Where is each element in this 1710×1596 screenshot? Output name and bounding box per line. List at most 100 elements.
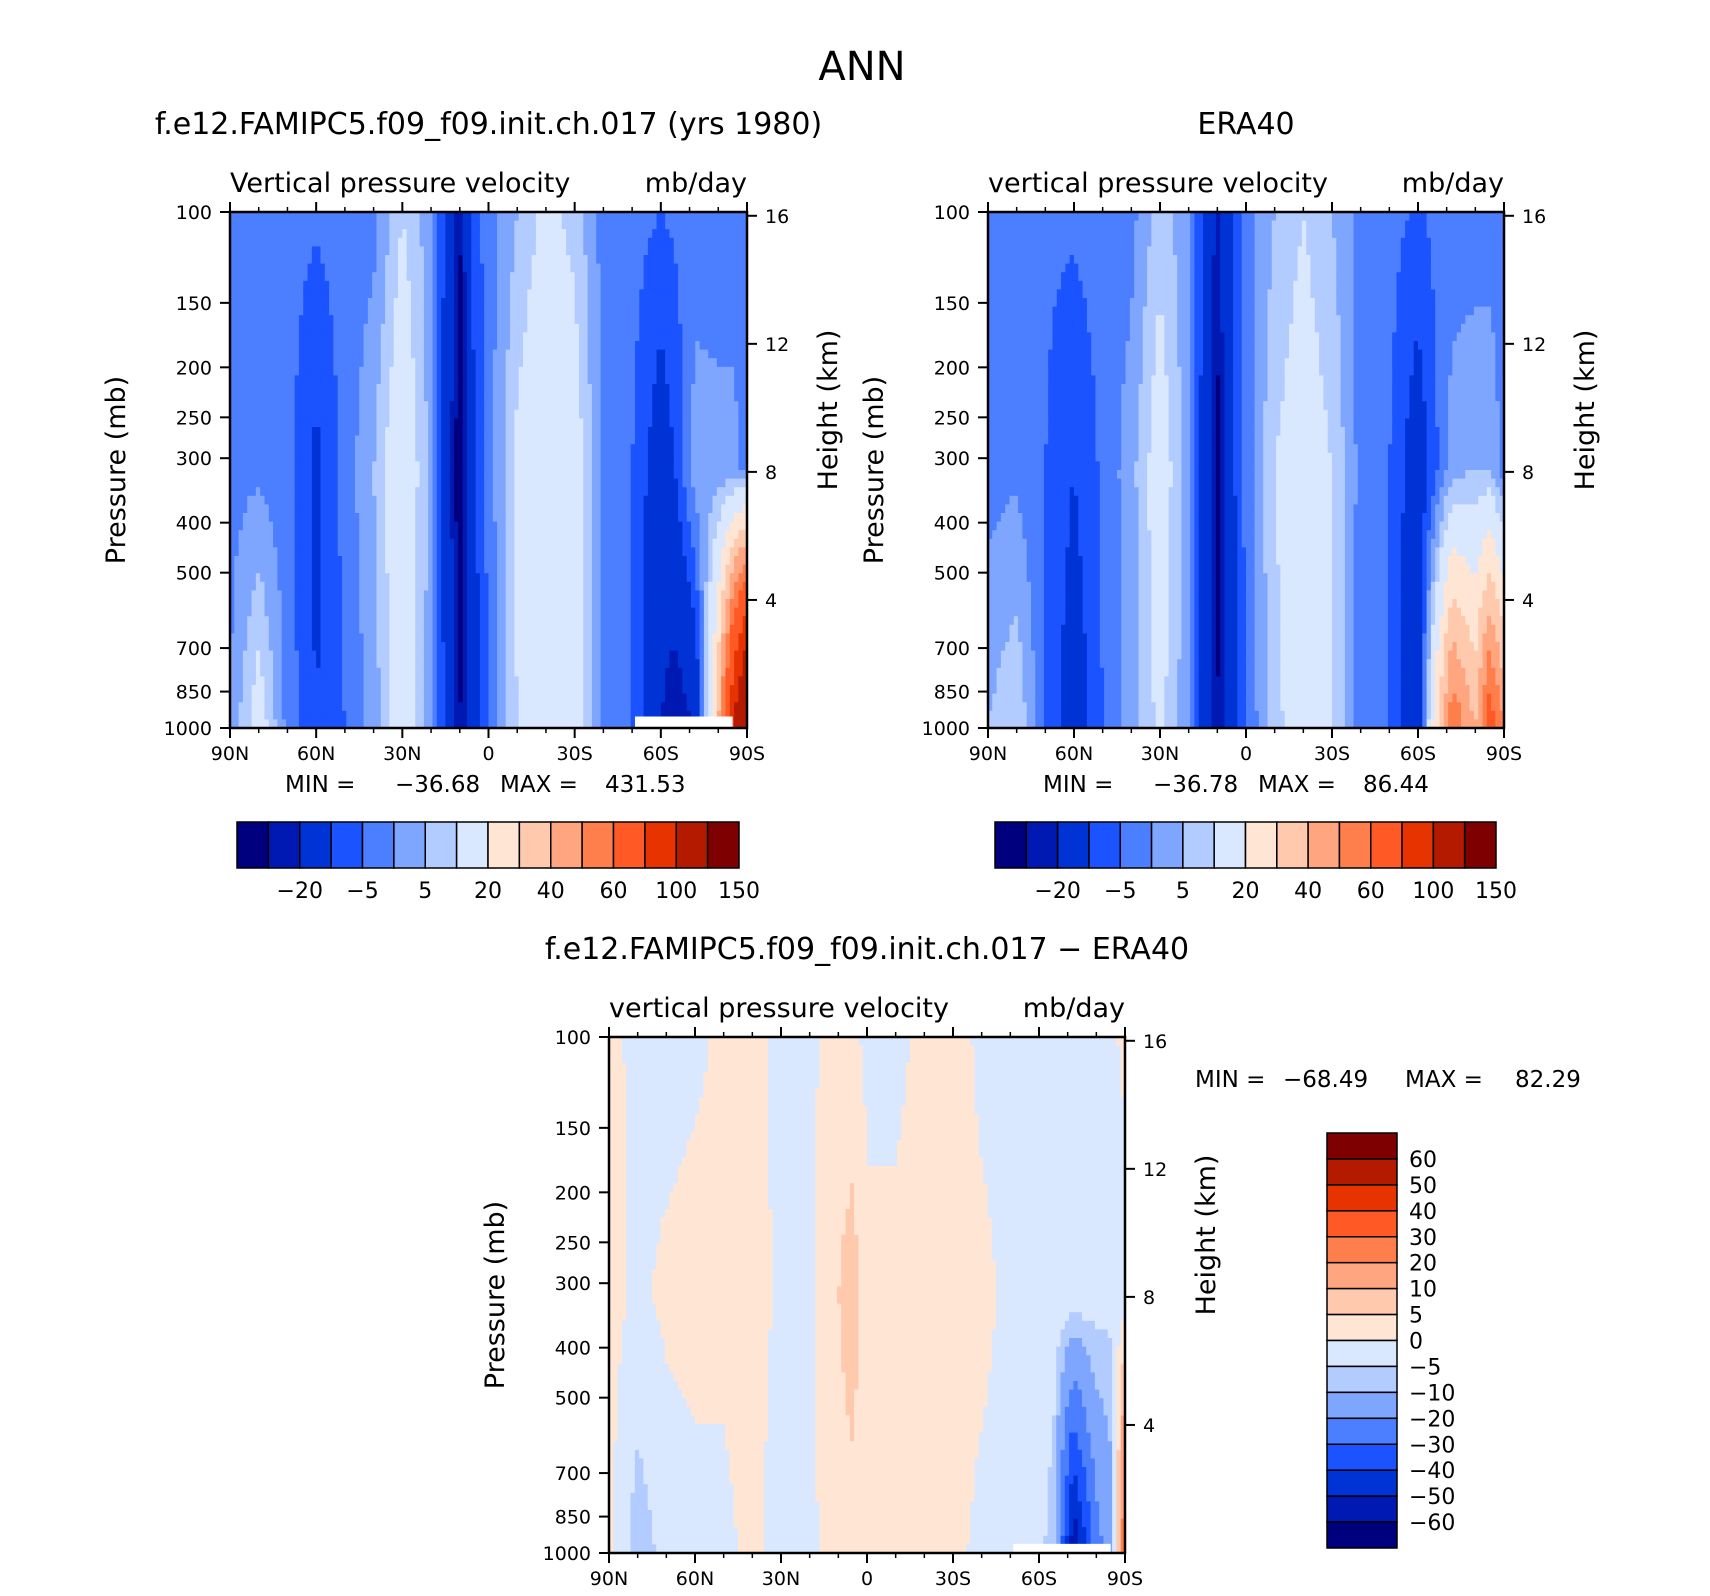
heatmap-cell — [260, 461, 266, 471]
heatmap-cell — [337, 659, 343, 669]
heatmap-cell — [311, 306, 317, 316]
heatmap-cell — [510, 332, 515, 342]
heatmap-cell — [406, 341, 412, 351]
heatmap-cell — [230, 306, 235, 316]
heatmap-cell — [566, 315, 571, 325]
heatmap-cell — [342, 581, 347, 591]
heatmap-cell — [311, 607, 317, 617]
heatmap-cell — [277, 427, 283, 437]
heatmap-cell — [247, 564, 253, 574]
heatmap-cell — [501, 289, 507, 299]
heatmap-cell — [531, 564, 537, 574]
heatmap-cell — [242, 435, 248, 445]
heatmap-cell — [510, 719, 515, 729]
heatmap-cell — [488, 719, 494, 729]
heatmap-cell — [398, 599, 403, 609]
heatmap-cell — [432, 435, 438, 445]
heatmap-cell — [329, 306, 334, 316]
heatmap-cell — [518, 384, 524, 394]
heatmap-cell — [445, 358, 451, 368]
heatmap-cell — [561, 633, 567, 643]
heatmap-cell — [548, 538, 554, 548]
heatmap-cell — [294, 280, 300, 290]
heatmap-cell — [354, 564, 360, 574]
heatmap-cell — [466, 607, 472, 617]
heatmap-cell — [286, 306, 291, 316]
heatmap-cell — [501, 616, 507, 626]
heatmap-cell — [583, 452, 589, 462]
heatmap-cell — [419, 676, 425, 686]
heatmap-cell — [359, 624, 365, 634]
heatmap-cell — [359, 504, 365, 514]
heatmap-cell — [561, 521, 567, 531]
heatmap-cell — [303, 478, 309, 488]
heatmap-cell — [320, 633, 326, 643]
heatmap-cell — [574, 461, 580, 471]
heatmap-cell — [548, 272, 554, 282]
heatmap-cell — [415, 358, 421, 368]
heatmap-cell — [398, 315, 403, 325]
heatmap-cell — [281, 693, 287, 703]
heatmap-cell — [441, 650, 447, 660]
heatmap-cell — [428, 599, 434, 609]
heatmap-cell — [294, 435, 300, 445]
heatmap-cell — [294, 212, 300, 222]
heatmap-cell — [462, 444, 468, 454]
heatmap-cell — [342, 418, 347, 428]
heatmap-cell — [311, 237, 317, 247]
heatmap-cell — [260, 599, 266, 609]
heatmap-cell — [286, 246, 291, 256]
heatmap-cell — [406, 547, 412, 557]
heatmap-cell — [290, 487, 296, 497]
heatmap-cell — [449, 702, 455, 712]
heatmap-cell — [298, 573, 304, 583]
heatmap-cell — [458, 659, 464, 669]
heatmap-cell — [350, 607, 356, 617]
heatmap-cell — [475, 349, 481, 359]
heatmap-cell — [398, 676, 403, 686]
heatmap-cell — [316, 263, 322, 273]
heatmap-cell — [475, 719, 481, 729]
heatmap-cell — [260, 642, 266, 652]
heatmap-cell — [346, 547, 352, 557]
heatmap-cell — [316, 556, 322, 566]
heatmap-cell — [303, 401, 309, 411]
heatmap-cell — [484, 513, 490, 523]
heatmap-cell — [410, 530, 416, 540]
heatmap-cell — [501, 504, 507, 514]
heatmap-cell — [350, 693, 356, 703]
heatmap-cell — [281, 538, 287, 548]
heatmap-cell — [260, 220, 266, 230]
heatmap-cell — [445, 556, 451, 566]
heatmap-cell — [350, 461, 356, 471]
heatmap-cell — [561, 616, 567, 626]
heatmap-cell — [329, 401, 334, 411]
heatmap-cell — [458, 573, 464, 583]
heatmap-cell — [501, 444, 507, 454]
heatmap-cell — [385, 676, 391, 686]
heatmap-cell — [393, 341, 399, 351]
heatmap-cell — [363, 504, 369, 514]
heatmap-cell — [294, 461, 300, 471]
heatmap-cell — [251, 607, 257, 617]
heatmap-cell — [410, 255, 416, 265]
heatmap-cell — [415, 280, 421, 290]
heatmap-cell — [432, 444, 438, 454]
heatmap-cell — [454, 495, 459, 505]
heatmap-cell — [372, 427, 378, 437]
heatmap-cell — [466, 384, 472, 394]
heatmap-cell — [510, 564, 515, 574]
heatmap-cell — [242, 590, 248, 600]
heatmap-cell — [337, 306, 343, 316]
heatmap-cell — [488, 470, 494, 480]
heatmap-cell — [230, 599, 235, 609]
heatmap-cell — [320, 642, 326, 652]
heatmap-cell — [406, 435, 412, 445]
heatmap-cell — [238, 521, 244, 531]
heatmap-cell — [527, 633, 533, 643]
heatmap-cell — [286, 624, 291, 634]
heatmap-cell — [561, 564, 567, 574]
heatmap-cell — [337, 685, 343, 695]
heatmap-cell — [372, 315, 378, 325]
heatmap-cell — [320, 547, 326, 557]
